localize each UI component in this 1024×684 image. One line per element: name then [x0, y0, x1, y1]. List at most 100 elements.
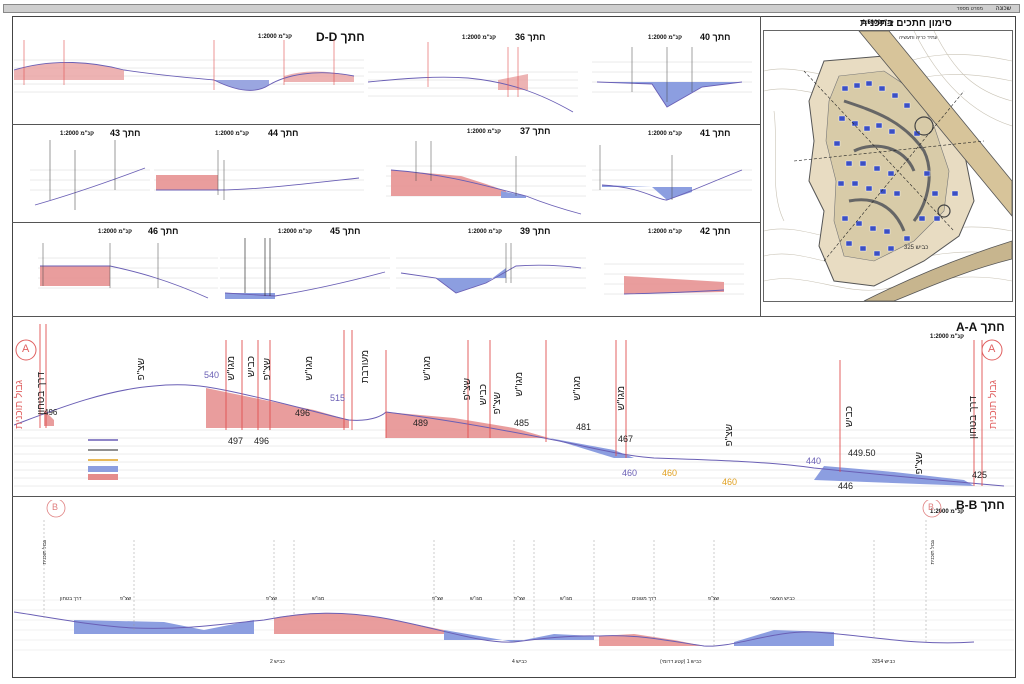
aa-label-mixed: מעורבת — [360, 350, 371, 384]
bb-label-11: מגו"ש — [560, 596, 573, 602]
row-divider-3 — [12, 316, 1016, 317]
aa-label-residential-6: מגו"ש — [616, 386, 627, 411]
section-45-title: חתך 45 — [330, 226, 361, 236]
bb-marker-left: B — [52, 502, 59, 512]
section-aa-title: חתך A-A — [956, 320, 1005, 334]
aa-label-residential-2: מגו"ש — [304, 356, 315, 381]
section-44-drawing — [154, 150, 364, 200]
section-bb-drawing — [14, 500, 1014, 651]
bb-label-3: שצ"פ — [120, 596, 132, 602]
section-42-title: חתך 42 — [700, 226, 731, 236]
sheet-subtitle: מפרט מספר — [956, 6, 983, 12]
section-44-title: חתך 44 — [268, 128, 299, 138]
map-note: עתיד כריה ותעשיה — [899, 35, 938, 41]
section-43-title: חתך 43 — [110, 128, 141, 138]
aa-marker-left: A — [22, 343, 30, 355]
title-block-strip: מפרט מספר שכונה — [3, 4, 1020, 13]
aa-elev-10: 467 — [618, 434, 634, 444]
section-37-drawing — [386, 141, 586, 215]
section-36-scale: קנ"מ 1:2000 — [462, 35, 497, 41]
aa-label-residential-4: מגו"ש — [514, 372, 525, 397]
section-39-title: חתך 39 — [520, 226, 551, 236]
section-43-scale: קנ"מ 1:2000 — [60, 131, 95, 137]
section-bb-scale: קנ"מ 1:2000 — [930, 509, 965, 515]
map-road-label: כביש 325 — [904, 245, 929, 251]
section-42-drawing — [604, 263, 744, 295]
section-44-scale: קנ"מ 1:2000 — [215, 131, 250, 137]
aa-elev-3: 497 — [228, 436, 244, 446]
section-43-drawing — [30, 140, 150, 210]
section-36-title: חתך 36 — [515, 32, 546, 42]
aa-elev-6: 515 — [330, 393, 346, 403]
section-37-title: חתך 37 — [520, 126, 551, 136]
section-40-scale: קנ"מ 1:2000 — [648, 35, 683, 41]
section-46-drawing — [38, 243, 218, 299]
row-divider-4 — [12, 496, 1016, 497]
aa-label-residential-5: מגו"ש — [572, 376, 583, 401]
site-plan-map: כביש 325 עתיד כריה ותעשיה — [763, 30, 1013, 302]
section-37-scale: קנ"מ 1:2000 — [467, 129, 502, 135]
aa-label-open-space-1: שצ"פ — [136, 358, 147, 381]
section-41-title: חתך 41 — [700, 128, 731, 138]
map-scale: 1:5000 — [862, 20, 881, 26]
aa-label-road-2: כביש — [478, 384, 489, 406]
bb-label-9: דרך מגוונים — [632, 596, 657, 602]
bb-road-2: כביש 4 — [512, 659, 527, 665]
aa-elev-9: 481 — [576, 422, 592, 432]
aa-label-residential-3: מגו"ש — [422, 356, 433, 381]
sheet-label: שכונה — [995, 6, 1011, 12]
bb-road-3: כביש 1 (קטע דרומי) — [660, 659, 702, 665]
aa-marker-right: A — [988, 343, 996, 355]
aa-label-open-space-3: שצ"פ — [462, 378, 473, 401]
aa-label-road-3: כביש — [844, 406, 855, 428]
section-36-drawing — [368, 42, 578, 113]
section-46-scale: קנ"מ 1:2000 — [98, 229, 133, 235]
bb-label-6: שצ"פ — [432, 596, 444, 602]
col-divider-map — [760, 16, 761, 316]
bb-marker-right: B — [928, 502, 935, 512]
aa-elev-17: 425 — [972, 470, 988, 480]
aa-elev-5: 496 — [295, 408, 311, 418]
section-dd-title: חתך D-D — [316, 30, 365, 44]
bb-label-4: שצ"פ — [266, 596, 278, 602]
section-bb-title: חתך B-B — [956, 498, 1005, 512]
aa-elev-13: 460 — [722, 477, 738, 487]
aa-label-open-space-2: שצ"פ — [262, 358, 273, 381]
section-aa-drawing — [14, 324, 1014, 487]
aa-label-open-space-4: שצ"פ — [492, 392, 503, 415]
section-45-scale: קנ"מ 1:2000 — [278, 229, 313, 235]
bb-label-10: שצ"פ — [708, 596, 720, 602]
aa-label-residential-1: מגו"ש — [226, 356, 237, 381]
section-39-drawing — [396, 243, 586, 294]
aa-elev-14: 440 — [806, 456, 822, 466]
site-plan-drawing — [763, 30, 1013, 302]
aa-elev-1: 496 — [44, 408, 58, 417]
bb-label-7: מגו"ש — [470, 596, 483, 602]
section-dd-scale: קנ"מ 1:2000 — [258, 34, 293, 40]
aa-label-open-space-5: שצ"פ — [724, 424, 735, 447]
section-45-drawing — [220, 238, 390, 299]
map-title: סימון חתכים בתכנית — [860, 18, 952, 29]
bb-label-1: גבול תוכנית — [42, 540, 48, 565]
bb-road-4: כביש 3254 — [872, 659, 896, 665]
section-41-scale: קנ"מ 1:2000 — [648, 131, 683, 137]
aa-elev-11: 460 — [622, 468, 638, 478]
aa-label-plan-edge-left: גבול תוכנית — [14, 380, 25, 429]
section-40-title: חתך 40 — [700, 32, 731, 42]
section-40-drawing — [592, 47, 752, 108]
bb-label-8: שצ"פ — [514, 596, 526, 602]
map-scale-unit: קנ"מ — [880, 20, 894, 26]
aa-elev-4: 496 — [254, 436, 270, 446]
bb-label-5: מגו"ש — [312, 596, 325, 602]
section-41-drawing — [592, 145, 752, 201]
section-46-title: חתך 46 — [148, 226, 179, 236]
aa-label-road-1: כביש — [246, 356, 257, 378]
section-42-scale: קנ"מ 1:2000 — [648, 229, 683, 235]
bb-label-2: דרך בטחון — [60, 596, 82, 602]
row-divider-1 — [12, 124, 760, 125]
aa-elev-2: 540 — [204, 370, 220, 380]
bb-label-13: גבול תוכנית — [930, 540, 936, 565]
bb-road-1: כביש 2 — [270, 659, 285, 665]
aa-elev-16: 446 — [838, 481, 854, 491]
